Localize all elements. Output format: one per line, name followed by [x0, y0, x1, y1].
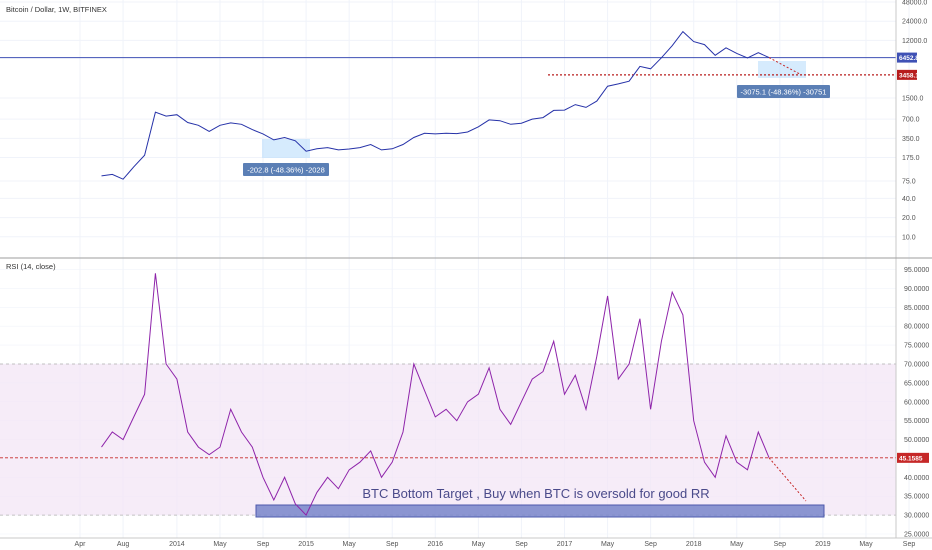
- measure-label: -202.8 (-48.36%) -2028: [247, 166, 325, 175]
- x-tick-label: May: [472, 541, 486, 548]
- price-y-tick-label: 48000.0: [902, 0, 927, 7]
- x-tick-label: 2019: [815, 541, 831, 548]
- price-axis-tag: [897, 69, 917, 80]
- x-tick-label: Sep: [515, 541, 528, 548]
- rsi-y-tick-label: 50.0000: [904, 437, 929, 444]
- rsi-y-tick-label: 40.0000: [904, 475, 929, 482]
- price-y-tick-label: 75.0: [902, 178, 916, 185]
- price-y-tick-label: 20.0: [902, 215, 916, 222]
- rsi-axis-tag: [897, 452, 929, 463]
- price-y-tick-label: 1500.0: [902, 96, 924, 103]
- price-chart-title: Bitcoin / Dollar, 1W, BITFINEX: [6, 5, 107, 14]
- x-tick-label: Sep: [774, 541, 787, 548]
- x-tick-label: 2016: [428, 541, 444, 548]
- x-tick-label: May: [601, 541, 615, 548]
- price-y-tick-label: 40.0: [902, 196, 916, 203]
- measure-label-bg: [737, 85, 830, 98]
- measure-label-bg: [243, 163, 329, 176]
- x-tick-label: Sep: [386, 541, 399, 548]
- x-tick-label: May: [213, 541, 227, 548]
- rsi-y-tick-label: 35.0000: [904, 494, 929, 501]
- price-y-tick-label: 175.0: [902, 155, 920, 162]
- x-tick-label: May: [343, 541, 357, 548]
- rsi-y-tick-label: 55.0000: [904, 418, 929, 425]
- x-tick-label: Apr: [75, 541, 87, 548]
- x-tick-label: Aug: [117, 541, 130, 548]
- rsi-projection-arrow: [768, 457, 807, 502]
- price-y-tick-label: 24000.0: [902, 19, 927, 26]
- price-axis-tag-label: 3458.1: [899, 72, 919, 79]
- rsi-y-tick-label: 65.0000: [904, 380, 929, 387]
- x-tick-label: 2018: [686, 541, 702, 548]
- price-series-line: [101, 30, 770, 180]
- price-panel: -202.8 (-48.36%) -2028 -3075.1 (-48.36%) …: [0, 30, 896, 180]
- price-y-tick-label: 10.0: [902, 234, 916, 241]
- rsi-y-tick-label: 80.0000: [904, 324, 929, 331]
- x-tick-label: May: [730, 541, 744, 548]
- rsi-y-tick-label: 85.0000: [904, 305, 929, 312]
- rsi-y-tick-label: 75.0000: [904, 343, 929, 350]
- x-tick-label: Sep: [257, 541, 270, 548]
- price-y-tick-label: 700.0: [902, 117, 920, 124]
- rsi-band-fill: [0, 364, 896, 516]
- price-axis-tag-label: 6452.8: [899, 55, 919, 62]
- price-axis-tag: [897, 52, 917, 63]
- rsi-y-tick-label: 25.0000: [904, 532, 929, 539]
- x-tick-label: 2014: [169, 541, 185, 548]
- rsi-y-tick-label: 60.0000: [904, 399, 929, 406]
- x-tick-label: 2015: [298, 541, 314, 548]
- rsi-axis-tag-label: 45.1585: [899, 455, 923, 462]
- price-y-tick-label: 12000.0: [902, 38, 927, 45]
- x-tick-label: May: [859, 541, 873, 548]
- rsi-series-line: [101, 273, 770, 516]
- rsi-chart-title: RSI (14, close): [6, 262, 56, 271]
- x-tick-label: Sep: [644, 541, 657, 548]
- price-y-tick-label: 350.0: [902, 136, 920, 143]
- x-tick-label: 2017: [557, 541, 573, 548]
- rsi-y-tick-label: 70.0000: [904, 362, 929, 369]
- rsi-panel: BTC Bottom Target , Buy when BTC is over…: [0, 273, 896, 518]
- rsi-y-tick-label: 30.0000: [904, 513, 929, 520]
- measure-label: -3075.1 (-48.36%) -30751: [741, 88, 827, 97]
- target-zone-label: BTC Bottom Target , Buy when BTC is over…: [362, 486, 709, 501]
- target-zone-box: [255, 504, 825, 518]
- measure-box: [758, 61, 806, 78]
- rsi-y-tick-label: 95.0000: [904, 267, 929, 274]
- rsi-y-tick-label: 90.0000: [904, 286, 929, 293]
- x-tick-label: Sep: [903, 541, 916, 548]
